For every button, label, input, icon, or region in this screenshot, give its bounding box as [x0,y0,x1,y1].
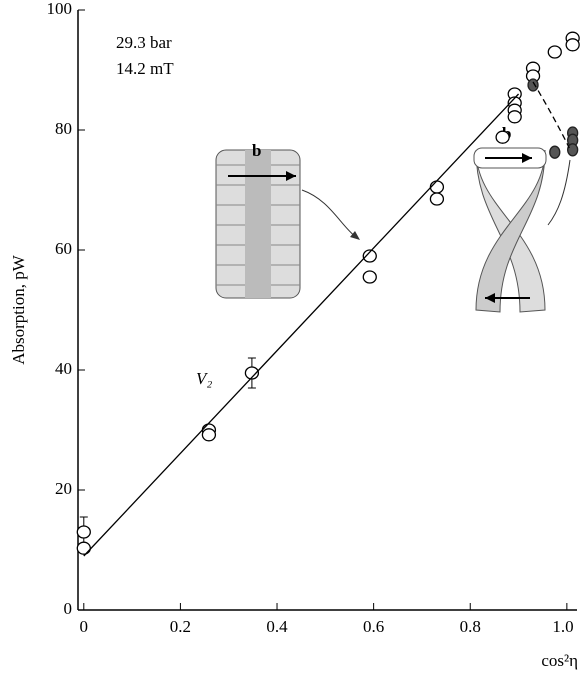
data-point [495,130,510,144]
x-tick-label: 0.8 [460,617,481,636]
data-point [567,143,579,157]
data-point [76,525,91,539]
data-point [565,38,580,52]
x-tick-label: 1.0 [552,617,573,636]
y-tick-label: 100 [47,0,73,18]
y-tick-label: 80 [55,119,72,138]
data-point [244,366,260,380]
data-point [429,180,445,194]
y-axis-label: Absorption, pW [9,254,28,365]
data-point [429,192,445,206]
x-axis-label: cos²η [541,651,578,670]
fit-line [83,93,520,557]
annotation: 29.3 bar [116,33,172,52]
y-tick-label: 60 [55,239,72,258]
annotation: V₂ [196,369,212,388]
data-point [549,145,561,159]
y-tick-label: 20 [55,479,72,498]
x-tick-label: 0.2 [170,617,191,636]
data-point [547,45,562,59]
data-point [76,541,91,555]
dashed-curve [532,81,570,149]
data-point [362,270,377,284]
y-tick-label: 0 [64,599,73,618]
x-tick-label: 0.4 [266,617,288,636]
data-point [507,110,522,124]
y-tick-label: 40 [55,359,72,378]
illustration [215,147,571,313]
data-point [362,249,377,263]
x-tick-label: 0.6 [363,617,384,636]
annotation: b [252,141,261,160]
x-tick-label: 0 [80,617,89,636]
data-point [201,428,217,442]
annotation: 14.2 mT [116,59,174,78]
data-point [527,78,539,92]
